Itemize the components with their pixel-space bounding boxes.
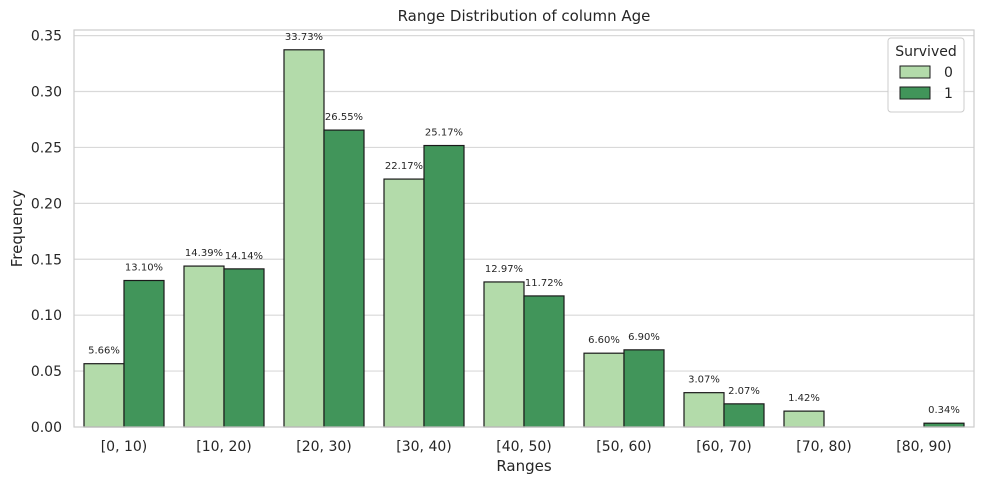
bar bbox=[583, 352, 625, 428]
x-axis-label: Ranges bbox=[496, 457, 552, 475]
bar bbox=[723, 403, 765, 428]
bar bbox=[783, 410, 825, 428]
data-label: 6.90% bbox=[628, 332, 660, 343]
legend: Survived 01 bbox=[887, 37, 965, 113]
data-label: 13.10% bbox=[125, 263, 163, 274]
y-tick-label: 0.35 bbox=[31, 29, 62, 45]
bar bbox=[423, 144, 465, 428]
y-axis-label: Frequency bbox=[8, 190, 26, 268]
data-label: 6.60% bbox=[588, 335, 620, 346]
data-label: 33.73% bbox=[285, 32, 323, 43]
bar bbox=[323, 129, 365, 428]
bar bbox=[623, 349, 665, 428]
bar bbox=[123, 279, 165, 428]
bar bbox=[683, 392, 725, 428]
bar bbox=[483, 281, 525, 428]
x-tick-label: [80, 90) bbox=[896, 439, 951, 455]
data-label: 22.17% bbox=[385, 161, 423, 172]
data-labels: 5.66% 13.10% 14.39% 14.14% 33.73% 26.55% 22.17… bbox=[88, 32, 960, 416]
bar bbox=[523, 295, 565, 428]
data-label: 1.42% bbox=[788, 393, 820, 404]
legend-items: 01 bbox=[899, 65, 953, 102]
bar bbox=[283, 49, 325, 428]
data-label: 3.07% bbox=[688, 375, 720, 386]
x-tick-label: [60, 70) bbox=[696, 439, 751, 455]
data-label: 11.72% bbox=[525, 278, 563, 289]
y-tick-label: 0.10 bbox=[31, 308, 62, 324]
plot-frame bbox=[73, 29, 975, 428]
x-tick-label: [50, 60) bbox=[596, 439, 651, 455]
y-tick-labels: 0.00 0.05 0.10 0.15 0.20 0.25 0.30 0.35 bbox=[31, 29, 62, 436]
data-label: 5.66% bbox=[88, 346, 120, 357]
legend-swatch bbox=[899, 86, 931, 100]
bar bbox=[383, 178, 425, 428]
x-tick-labels: [0, 10) [10, 20) [20, 30) [30, 40) [40, 50) [… bbox=[101, 439, 952, 455]
chart-title: Range Distribution of column Age bbox=[398, 7, 651, 25]
y-tick-label: 0.25 bbox=[31, 140, 62, 156]
data-label: 2.07% bbox=[728, 386, 760, 397]
bar bbox=[223, 268, 265, 428]
y-tick-label: 0.15 bbox=[31, 252, 62, 268]
data-label: 25.17% bbox=[425, 128, 463, 139]
legend-label: 1 bbox=[944, 86, 953, 102]
data-label: 0.34% bbox=[928, 405, 960, 416]
data-label: 14.39% bbox=[185, 248, 223, 259]
y-tick-label: 0.30 bbox=[31, 85, 62, 101]
legend-label: 0 bbox=[944, 65, 953, 81]
y-tick-label: 0.00 bbox=[31, 420, 62, 436]
x-tick-label: [70, 80) bbox=[796, 439, 851, 455]
data-label: 14.14% bbox=[225, 251, 263, 262]
bar bbox=[83, 363, 125, 428]
x-tick-label: [40, 50) bbox=[496, 439, 551, 455]
legend-swatch bbox=[899, 65, 931, 79]
data-label: 12.97% bbox=[485, 264, 523, 275]
x-tick-label: [30, 40) bbox=[396, 439, 451, 455]
x-tick-label: [0, 10) bbox=[101, 439, 148, 455]
y-tick-label: 0.20 bbox=[31, 196, 62, 212]
bar bbox=[183, 265, 225, 428]
legend-title: Survived bbox=[895, 44, 956, 60]
x-tick-label: [20, 30) bbox=[296, 439, 351, 455]
data-label: 26.55% bbox=[325, 112, 363, 123]
y-tick-label: 0.05 bbox=[31, 364, 62, 380]
x-tick-label: [10, 20) bbox=[196, 439, 251, 455]
